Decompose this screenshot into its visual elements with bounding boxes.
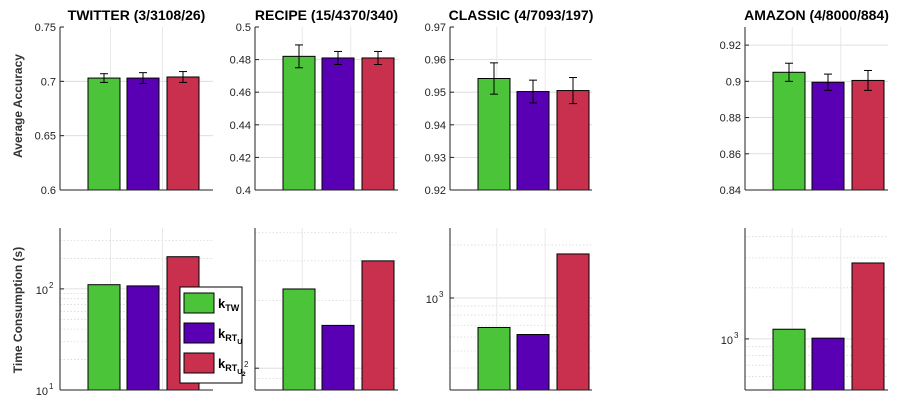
legend-swatch-2	[183, 322, 215, 344]
y-tick-label: 10	[426, 294, 438, 306]
bar-3	[556, 90, 590, 191]
y-tick-label: 0.46	[230, 87, 251, 99]
legend: kTW kRTU kRTU2	[179, 286, 246, 384]
y-tick-label: 0.94	[425, 120, 446, 132]
bar-3	[361, 57, 395, 191]
y-tick-label: 0.48	[230, 55, 251, 67]
panel-title: CLASSIC (4/7093/197)	[449, 7, 594, 23]
bar-3	[851, 262, 885, 391]
y-tick-label: 0.42	[230, 152, 251, 164]
bar-2	[811, 337, 845, 391]
panel-title: TWITTER (3/3108/26)	[68, 7, 206, 23]
bar-2	[516, 334, 550, 391]
chart-panel-6: 102	[231, 228, 398, 391]
y-tick-label: 0.96	[425, 55, 446, 67]
bar-2	[516, 91, 550, 191]
y-tick-label: 0.5	[236, 22, 251, 34]
y-tick-label: 0.88	[720, 113, 741, 125]
y-tick-label: 0.44	[230, 120, 251, 132]
y-axis-label-accuracy: Average Accuracy	[11, 54, 25, 158]
y-tick-label: 0.7	[41, 76, 56, 88]
bar-3	[556, 253, 590, 391]
legend-swatch-3	[183, 352, 215, 374]
panel-title: AMAZON (4/8000/884)	[744, 7, 889, 23]
y-tick-label: 0.93	[425, 152, 446, 164]
y-tick-label: 0.6	[41, 185, 56, 197]
legend-label-2: kRTU	[218, 326, 242, 346]
chart-panel-7: 10 3	[426, 228, 592, 391]
chart-panel-4: 0.84 0.86 0.88 0.9 0.92 AMAZON (4/8000/884)	[720, 7, 889, 197]
bar-2	[321, 324, 355, 391]
bar-1	[477, 78, 511, 191]
bar-2	[126, 285, 160, 391]
y-tick-label: 0.86	[720, 149, 741, 161]
bar-1	[772, 328, 806, 391]
bar-3	[851, 79, 885, 191]
bar-1	[282, 55, 316, 191]
y-tick-label: 0.84	[720, 185, 741, 197]
y-axis-label-time: Time Consumption (s)	[11, 247, 25, 373]
y-tick-exponent: 2	[49, 281, 54, 290]
y-tick-label: 0.4	[236, 185, 251, 197]
y-tick-label: 10	[36, 285, 48, 297]
y-tick-exponent: 2	[244, 360, 249, 369]
bar-1	[772, 71, 806, 191]
legend-label-3: kRTU2	[218, 356, 246, 378]
chart-panel-2: 0.4 0.42 0.44 0.46 0.48 0.5 RECIPE (15/4370/34…	[230, 7, 399, 197]
bar-2	[811, 81, 845, 191]
bar-1	[477, 326, 511, 391]
panel-title: RECIPE (15/4370/340)	[255, 7, 398, 23]
y-tick-label: 0.65	[35, 131, 56, 143]
bar-3	[361, 260, 395, 391]
legend-label-1: kTW	[218, 296, 240, 313]
bar-1	[87, 284, 121, 391]
y-tick-exponent: 3	[439, 290, 444, 299]
bar-1	[87, 77, 121, 191]
legend-swatch-1	[183, 292, 215, 314]
chart-panel-8: 10 3	[721, 228, 888, 391]
y-tick-label: 0.75	[35, 22, 56, 34]
chart-panel-1: 0.6 0.65 0.7 0.75 TWITTER (3/3108/26)	[35, 7, 213, 197]
bar-3	[166, 76, 200, 191]
y-tick-label: 0.97	[425, 22, 446, 34]
y-tick-label: 0.9	[726, 76, 741, 88]
bar-2	[321, 57, 355, 191]
y-tick-label: 10	[721, 335, 733, 347]
y-tick-label: 10	[36, 386, 48, 398]
y-tick-label: 0.92	[425, 185, 446, 197]
y-tick-exponent: 1	[49, 382, 54, 391]
bar-2	[126, 77, 160, 191]
y-tick-label: 0.92	[720, 40, 741, 52]
chart-panels: 0.6 0.65 0.7 0.75 TWITTER (3/3108/26) 0.4 0.42…	[35, 7, 889, 398]
y-tick-exponent: 3	[734, 331, 739, 340]
y-tick-label: 0.95	[425, 87, 446, 99]
bar-1	[282, 288, 316, 391]
